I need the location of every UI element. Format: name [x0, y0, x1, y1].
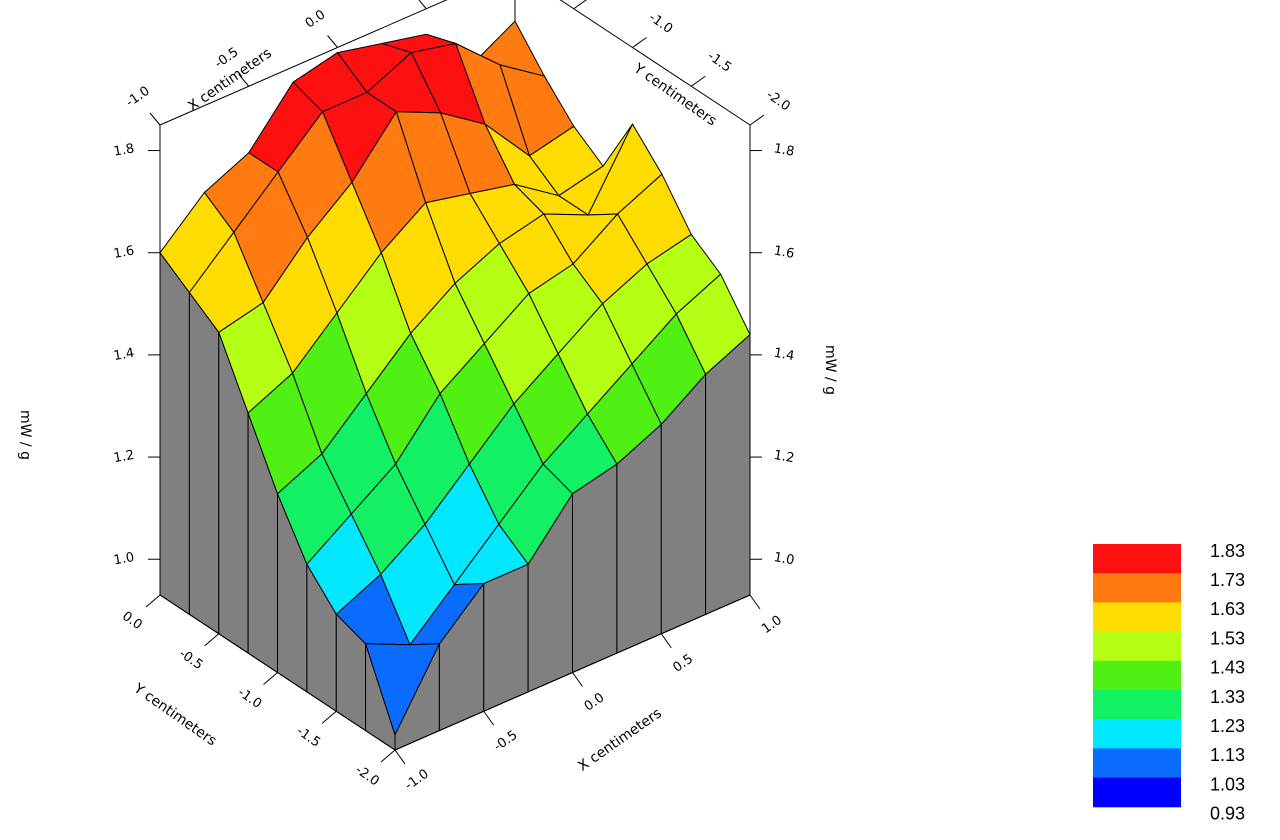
x-top-tick-label: -1.0: [123, 84, 152, 111]
x-tick-label: 0.0: [582, 690, 608, 714]
x-axis-title: X centimeters: [575, 705, 664, 774]
skirt-front-panel: [572, 463, 618, 674]
legend-label: 1.73: [1210, 570, 1245, 590]
x-top-tick-mark: [149, 112, 161, 126]
y-tick-mark: [321, 710, 337, 724]
x-tick-mark: [572, 672, 583, 687]
y-tick-label: -2.0: [352, 763, 381, 790]
legend-swatch: [1093, 690, 1181, 720]
legend-label: 1.13: [1210, 745, 1245, 765]
legend-swatch: [1093, 602, 1181, 633]
z-left-tick-label: 1.4: [113, 346, 136, 364]
y-top-tick-mark: [632, 37, 647, 48]
z-right-tick-label: 1.0: [773, 550, 796, 568]
legend-label: 1.23: [1210, 716, 1245, 736]
z-right-tick-label: 1.4: [773, 346, 796, 364]
legend-label: 1.03: [1210, 774, 1245, 794]
legend-swatch: [1093, 573, 1181, 603]
y-top-tick-mark: [573, 0, 587, 10]
legend-label: 1.53: [1210, 628, 1245, 648]
legend-swatch: [1093, 719, 1181, 749]
legend-label: 1.83: [1210, 541, 1245, 561]
legend-swatch: [1093, 631, 1181, 662]
y-axis-title: Y centimeters: [130, 680, 219, 749]
y-tick-mark: [145, 594, 161, 608]
x-tick-mark: [660, 633, 672, 649]
legend-label: 1.33: [1210, 687, 1245, 707]
surface-mesh: [159, 20, 751, 751]
x-top-tick-mark: [238, 73, 250, 87]
x-top-tick-mark: [327, 35, 338, 48]
z-right-tick-label: 1.8: [773, 141, 796, 159]
z-left-tick-label: 1.6: [113, 244, 136, 262]
y-top-tick-mark: [690, 75, 706, 87]
y-tick-label: 0.0: [119, 609, 145, 633]
x-tick-label: -1.0: [402, 767, 431, 794]
y-top-axis-title: Y centimeters: [630, 60, 719, 129]
y-top-tick-mark: [749, 114, 765, 126]
legend-swatch: [1093, 660, 1181, 691]
z-left-tick-label: 1.8: [113, 141, 136, 159]
skirt-front-panel: [705, 333, 751, 616]
x-tick-mark: [483, 710, 495, 726]
z-left-tick-label: 1.0: [113, 550, 136, 568]
legend-swatch: [1093, 544, 1181, 574]
skirt-front-panel: [483, 563, 529, 713]
y-top-tick-label: -1.0: [646, 10, 675, 37]
x-tick-mark: [749, 594, 761, 610]
z-right-axis-title: mW / g: [822, 345, 838, 395]
x-tick-label: 1.0: [759, 613, 785, 637]
y-tick-label: -0.5: [176, 646, 205, 673]
legend-swatch: [1093, 748, 1181, 779]
legend-label: 1.43: [1210, 658, 1245, 678]
z-right-tick-label: 1.2: [773, 448, 796, 466]
y-tick-label: -1.0: [235, 685, 264, 712]
y-tick-mark: [204, 633, 220, 647]
z-right-tick-label: 1.6: [773, 244, 796, 262]
z-left-tick-label: 1.2: [113, 448, 136, 466]
y-top-tick-label: -2.0: [763, 88, 792, 115]
x-tick-label: 0.5: [670, 652, 696, 676]
y-top-tick-label: -1.5: [705, 49, 734, 76]
legend-label: 1.63: [1210, 599, 1245, 619]
x-tick-label: -0.5: [491, 728, 520, 755]
z-left-axis-title: mW / g: [17, 410, 33, 460]
legend-swatch: [1093, 777, 1181, 808]
x-top-tick-label: 0.0: [303, 7, 329, 31]
skirt-left-panel: [188, 290, 220, 635]
legend-label: 0.93: [1210, 804, 1245, 824]
color-legend: 1.83 1.73 1.63 1.53 1.43 1.33 1.23 1.13 1.03 0.93: [1093, 541, 1245, 824]
surface-cell: [364, 643, 441, 737]
x-top-tick-mark: [418, 0, 427, 10]
y-tick-label: -1.5: [294, 724, 323, 751]
y-tick-mark: [380, 749, 396, 763]
y-tick-mark: [263, 672, 278, 685]
skirt-left-panel: [159, 251, 190, 616]
x-tick-mark: [394, 749, 406, 765]
